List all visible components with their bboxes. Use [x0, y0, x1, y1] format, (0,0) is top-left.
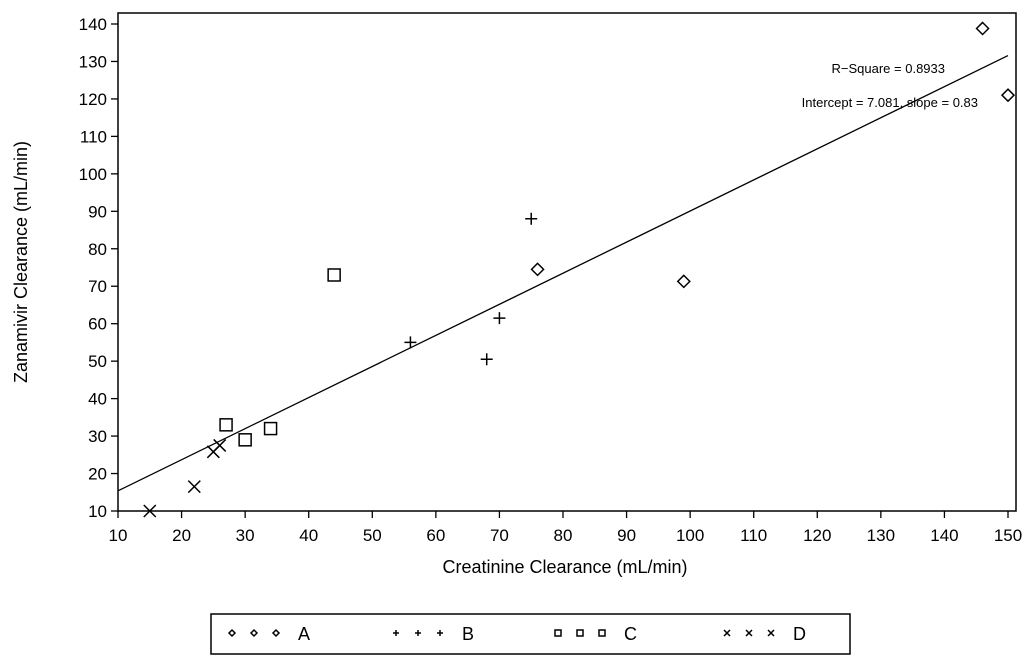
point-d [213, 438, 227, 452]
point-d [143, 504, 157, 518]
point-b [525, 212, 538, 225]
x-tick-label: 50 [363, 526, 382, 545]
y-tick-label: 130 [79, 52, 107, 71]
x-tick-label: 20 [172, 526, 191, 545]
legend-box [210, 613, 851, 655]
y-tick-label: 140 [79, 15, 107, 34]
legend-marker-c [576, 629, 584, 637]
x-axis-ticks: 10 20 30 40 50 60 70 80 90 100 110 120 130 140 150 [109, 511, 1022, 545]
point-b [493, 312, 506, 325]
legend-marker-a [249, 628, 259, 638]
y-tick-label: 70 [88, 277, 107, 296]
y-tick-label: 50 [88, 352, 107, 371]
x-tick-label: 140 [930, 526, 958, 545]
y-axis-title: Zanamivir Clearance (mL/min) [11, 141, 31, 383]
y-tick-label: 90 [88, 202, 107, 221]
regression-line-group [117, 54, 1009, 492]
y-tick-label: 10 [88, 502, 107, 521]
x-axis-title: Creatinine Clearance (mL/min) [442, 557, 687, 577]
x-tick-label: 110 [740, 526, 767, 545]
x-tick-label: 70 [490, 526, 509, 545]
x-tick-label: 80 [554, 526, 573, 545]
legend: A B C D [210, 613, 851, 655]
plot-frame [117, 12, 1017, 512]
legend-marker-b [437, 630, 443, 636]
x-tick-label: 90 [617, 526, 636, 545]
y-tick-label: 100 [79, 165, 107, 184]
x-tick-label: 10 [109, 526, 128, 545]
y-tick-label: 120 [79, 90, 107, 109]
legend-marker-c [598, 629, 606, 637]
legend-marker-b [393, 630, 399, 636]
point-b [480, 353, 493, 366]
x-tick-label: 120 [803, 526, 831, 545]
point-a [530, 262, 545, 277]
x-tick-label: 60 [426, 526, 445, 545]
y-axis-ticks: 10 20 30 40 50 60 70 80 90 100 110 120 130 140 [79, 15, 118, 521]
r-square-annotation: R−Square = 0.8933 [832, 61, 945, 76]
point-a [1000, 88, 1016, 103]
point-c [263, 421, 278, 436]
point-c [327, 268, 341, 282]
y-tick-label: 40 [88, 390, 107, 409]
x-tick-label: 100 [676, 526, 704, 545]
y-tick-label: 30 [88, 427, 107, 446]
fit-annotation: Intercept = 7.081, slope = 0.83 [802, 95, 978, 110]
y-tick-label: 110 [80, 127, 107, 146]
plot-area [117, 12, 1017, 512]
legend-marker-b [415, 630, 421, 636]
data-points [143, 21, 1016, 518]
legend-label-a: A [298, 624, 310, 644]
point-c [238, 433, 252, 447]
regression-line [117, 54, 1009, 492]
legend-label-b: B [462, 624, 474, 644]
point-c [219, 418, 233, 432]
legend-marker-c [554, 629, 562, 637]
legend-marker-d [767, 629, 775, 637]
x-tick-label: 150 [994, 526, 1022, 545]
legend-label-c: C [624, 624, 637, 644]
point-a [975, 21, 990, 36]
legend-marker-a [271, 628, 281, 638]
x-tick-label: 30 [236, 526, 255, 545]
point-d [187, 480, 201, 494]
legend-marker-d [723, 629, 731, 637]
legend-marker-a [227, 628, 237, 638]
y-tick-label: 20 [88, 465, 107, 484]
x-tick-label: 40 [299, 526, 318, 545]
legend-label-d: D [793, 624, 806, 644]
y-tick-label: 80 [88, 240, 107, 259]
legend-marker-d [745, 629, 753, 637]
point-a [676, 274, 691, 289]
y-tick-label: 60 [88, 315, 107, 334]
x-tick-label: 130 [867, 526, 895, 545]
point-b [404, 336, 417, 349]
